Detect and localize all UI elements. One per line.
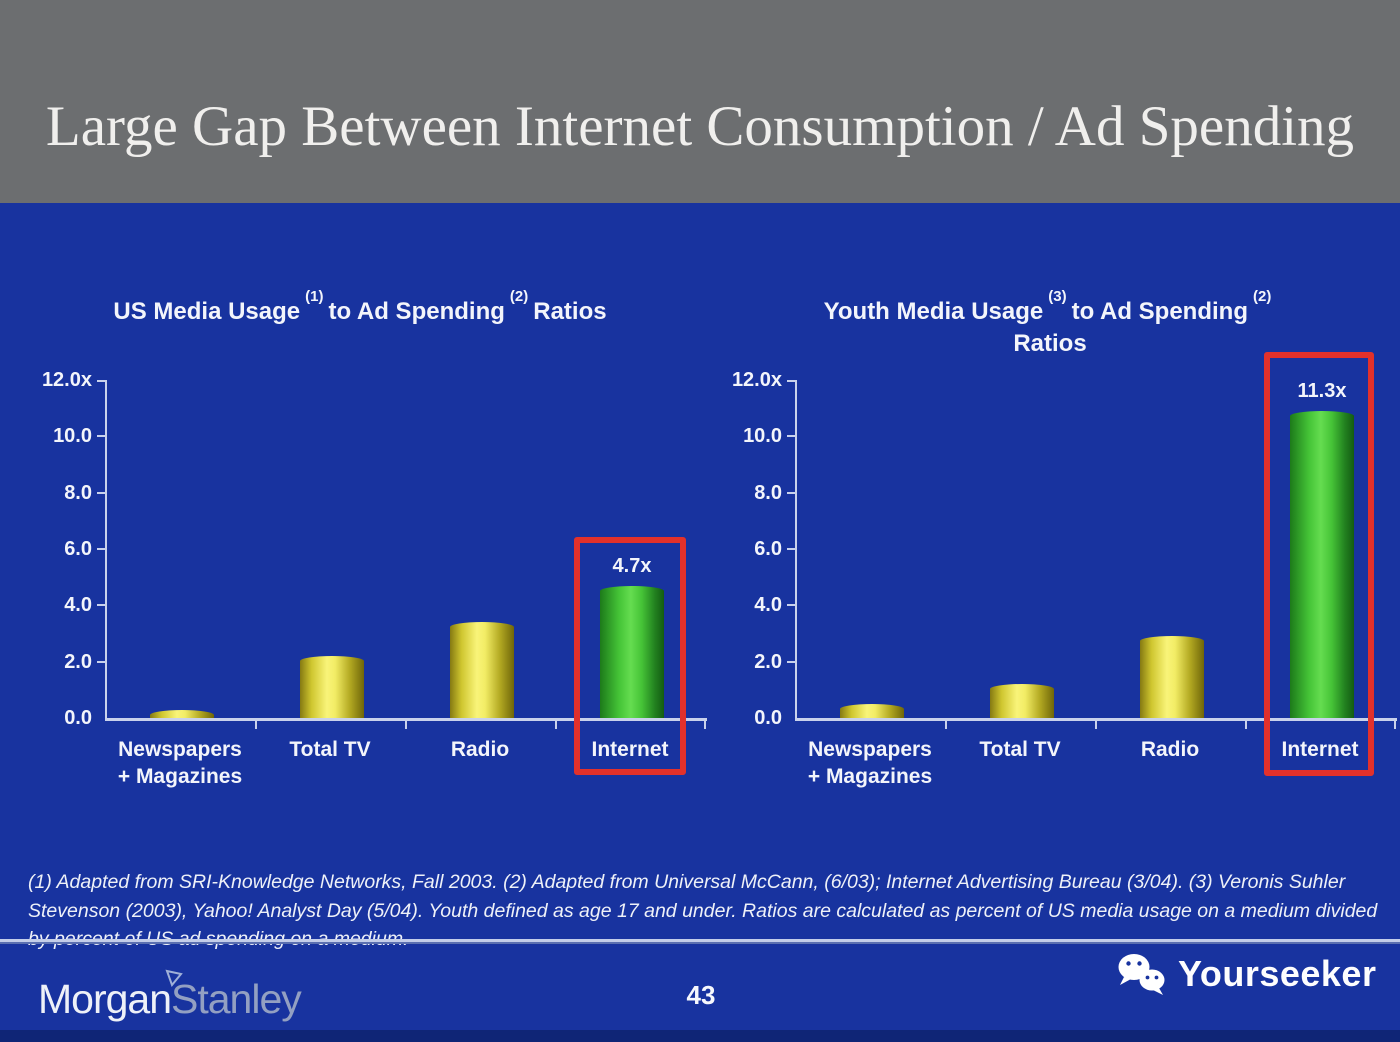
y-axis-label: 12.0x	[41, 369, 92, 391]
y-axis-label: 6.0	[754, 538, 782, 560]
bar-slot: 4.7x	[557, 380, 707, 718]
x-axis-category: Radio	[1140, 738, 1200, 761]
plot-area: 4.7x	[97, 380, 707, 729]
chart-title-line2: Ratios	[1013, 330, 1087, 357]
bar-total-tv	[300, 656, 364, 718]
chart-us-media-usage: US Media Usage(1)to Ad Spending(2)Ratios…	[40, 270, 720, 800]
y-axis-label: 6.0	[64, 538, 92, 560]
y-axis-tick	[97, 548, 105, 550]
y-axis-label: 8.0	[64, 482, 92, 504]
bar-newspapers-magazines	[840, 704, 904, 718]
bar-slot: 11.3x	[1247, 380, 1397, 718]
footnote-ref: (2)	[509, 288, 529, 305]
chart-youth-media-usage: Youth Media Usage(3)to Ad Spending (2) Ra…	[730, 270, 1400, 800]
y-axis-tick	[787, 548, 795, 550]
x-axis-category: Newspapers + Magazines	[807, 738, 933, 788]
y-axis-label: 12.0x	[731, 369, 782, 391]
chart-title-text: Ratios	[533, 298, 607, 325]
chart-title-text: Youth Media Usage	[823, 298, 1044, 325]
chart-title: US Media Usage(1)to Ad Spending(2)Ratios	[50, 288, 670, 328]
x-axis-tick	[255, 721, 257, 729]
yourseeker-label: Yourseeker	[1178, 953, 1377, 994]
brand-morgan: Morgan	[38, 976, 172, 1022]
bottom-strip	[0, 1030, 1400, 1042]
y-axis-tick	[97, 380, 105, 382]
bar-slot	[947, 380, 1097, 718]
y-axis-tick	[787, 380, 795, 382]
bar-slot	[797, 380, 947, 718]
bar-internet	[1290, 411, 1354, 718]
footnote-ref: (2)	[1253, 288, 1272, 305]
bar-slot	[107, 380, 257, 718]
x-axis-tick	[555, 721, 557, 729]
x-axis-category: Radio	[450, 738, 510, 761]
y-axis-tick	[97, 661, 105, 663]
morgan-stanley-logo: MorganStanley	[38, 969, 302, 1026]
yourseeker-logo: Yourseeker	[1116, 952, 1376, 996]
y-axis-tick	[787, 661, 795, 663]
y-axis-tick	[97, 604, 105, 606]
wechat-icon	[1118, 954, 1165, 995]
x-axis-category: Total TV	[979, 738, 1061, 761]
y-axis-tick	[97, 435, 105, 437]
y-axis-label: 10.0	[743, 425, 782, 447]
y-axis-label: 8.0	[754, 482, 782, 504]
chart-title: Youth Media Usage(3)to Ad Spending (2) Ra…	[740, 288, 1360, 360]
page-number: 43	[686, 980, 716, 1010]
footer-divider	[0, 939, 1400, 944]
bars-group: 4.7x	[107, 380, 707, 718]
slide-title: Large Gap Between Internet Consumption /…	[45, 95, 1355, 158]
bar-total-tv	[990, 684, 1054, 718]
bars-group: 11.3x	[797, 380, 1397, 718]
y-axis-tick	[787, 492, 795, 494]
triangle-icon	[165, 969, 183, 988]
y-axis-label: 0.0	[754, 707, 782, 729]
bar-slot	[407, 380, 557, 718]
footnote-ref: (3)	[1048, 288, 1067, 305]
plot-area: 11.3x	[787, 380, 1397, 729]
chart-title-text: to Ad Spending	[1071, 298, 1248, 325]
y-axis-label: 2.0	[64, 651, 92, 673]
x-axis-category: Newspapers + Magazines	[117, 738, 243, 788]
chart-title-text: to Ad Spending	[328, 298, 505, 325]
bar-slot	[257, 380, 407, 718]
x-axis-tick	[1245, 721, 1247, 729]
y-axis-label: 2.0	[754, 651, 782, 673]
y-axis-tick	[787, 604, 795, 606]
y-axis-label: 4.0	[64, 594, 92, 616]
bar-internet	[600, 586, 664, 718]
x-axis-category: Internet	[1281, 738, 1359, 761]
footnote-ref: (1)	[305, 288, 324, 305]
y-axis-label: 10.0	[53, 425, 92, 447]
slide-header: Large Gap Between Internet Consumption /…	[0, 0, 1400, 203]
y-axis-label: 4.0	[754, 594, 782, 616]
brand-stanley: Stanley	[171, 976, 302, 1022]
x-axis-tick	[405, 721, 407, 729]
x-axis-tick	[1095, 721, 1097, 729]
bar-value-label: 4.7x	[612, 555, 652, 577]
x-axis-category: Total TV	[289, 738, 371, 761]
x-axis-tick	[1394, 721, 1396, 729]
x-axis-category: Internet	[591, 738, 669, 761]
y-axis-label: 0.0	[64, 707, 92, 729]
bar-value-label: 11.3x	[1297, 380, 1347, 402]
chart-title-text: US Media Usage	[113, 298, 301, 325]
bar-radio	[1140, 636, 1204, 718]
y-axis-tick	[97, 492, 105, 494]
bar-radio	[450, 622, 514, 718]
bar-newspapers-magazines	[150, 710, 214, 718]
x-axis-tick	[704, 721, 706, 729]
bar-slot	[1097, 380, 1247, 718]
x-axis-tick	[945, 721, 947, 729]
y-axis-tick	[787, 435, 795, 437]
